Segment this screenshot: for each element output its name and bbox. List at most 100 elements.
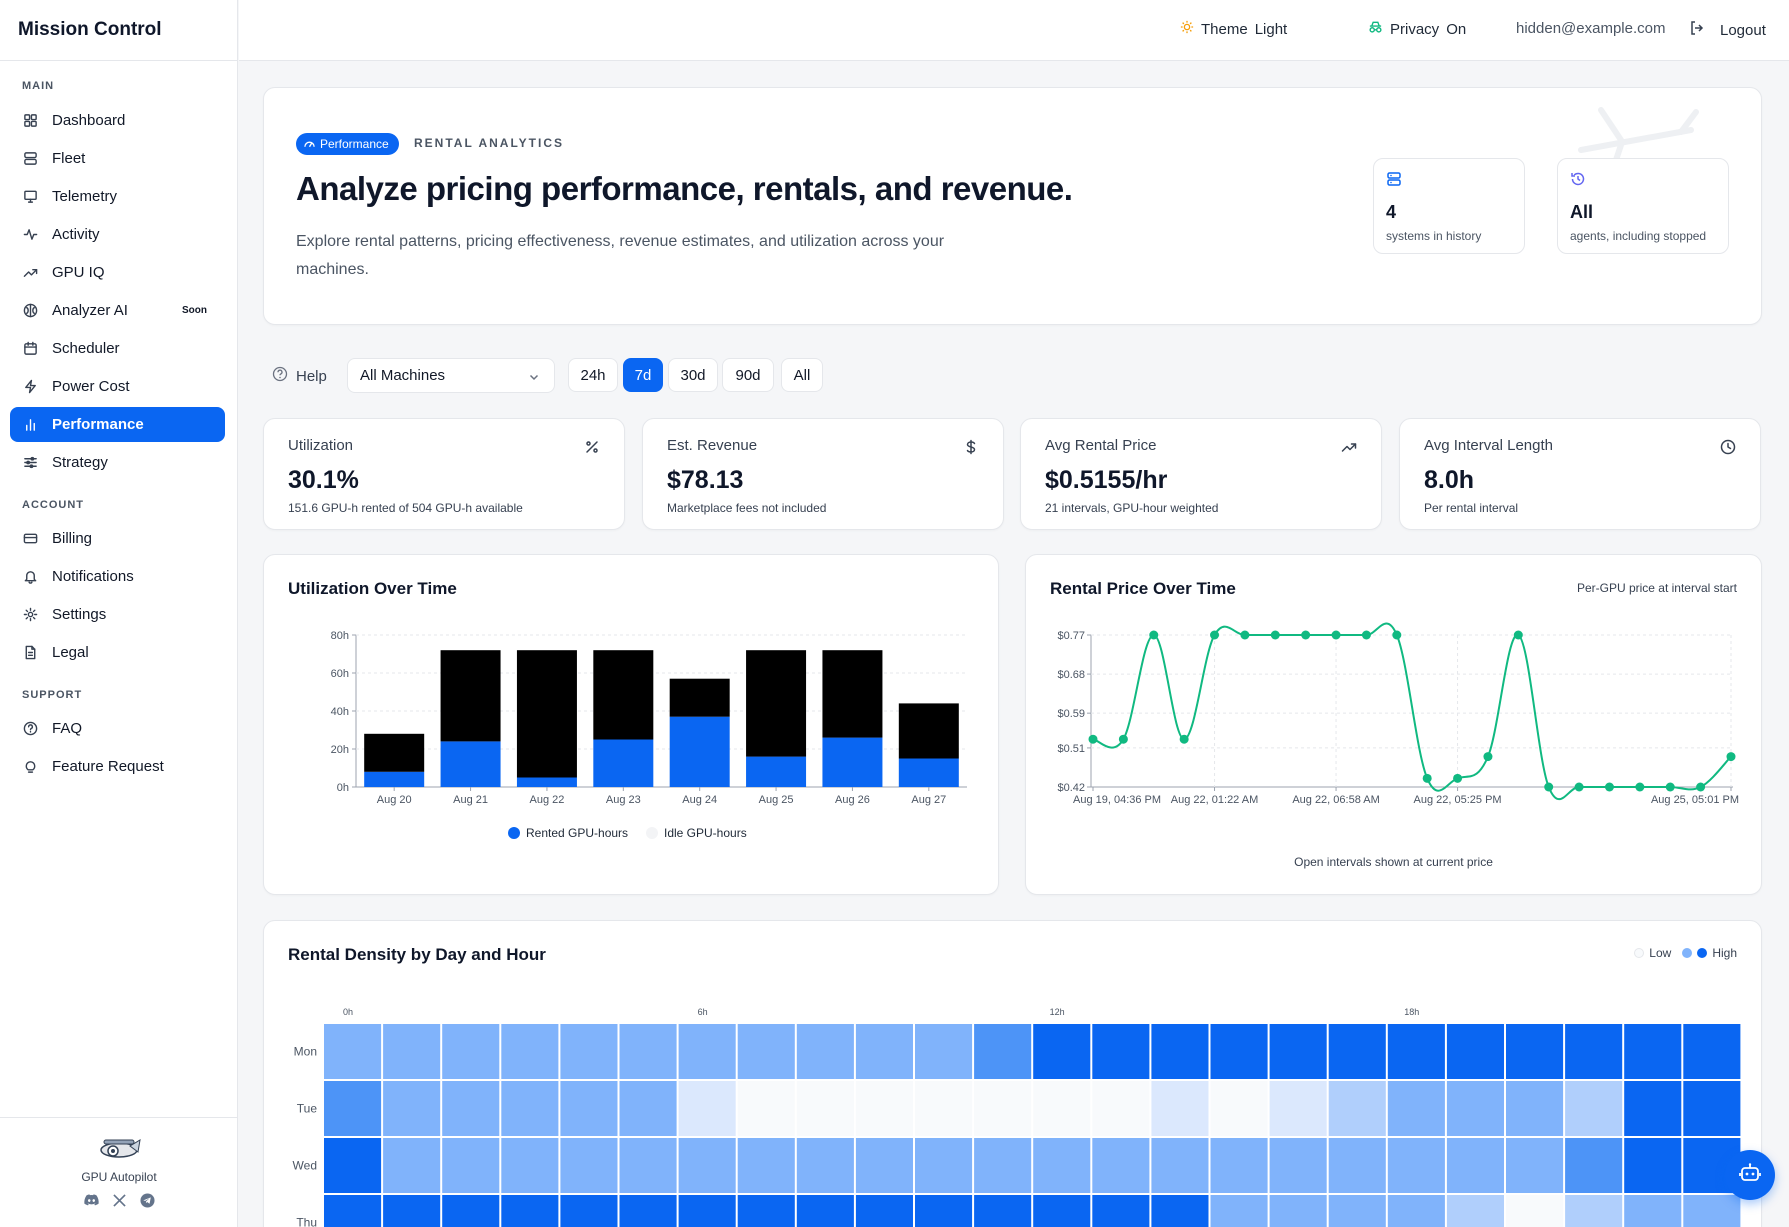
bar-rented bbox=[364, 771, 425, 787]
activity-icon bbox=[22, 227, 38, 243]
sidebar-item-faq[interactable]: FAQ bbox=[10, 711, 225, 746]
sidebar-item-label: Strategy bbox=[52, 454, 108, 471]
sidebar-item-notifications[interactable]: Notifications bbox=[10, 559, 225, 594]
heatmap-cell bbox=[619, 1081, 677, 1136]
autopilot-logo bbox=[94, 1132, 144, 1166]
range-button-24h[interactable]: 24h bbox=[568, 358, 618, 392]
sidebar-item-telemetry[interactable]: Telemetry bbox=[10, 179, 225, 214]
bolt-icon bbox=[22, 379, 38, 395]
range-button-30d[interactable]: 30d bbox=[668, 358, 718, 392]
heatmap-cell bbox=[974, 1024, 1032, 1079]
y-tick-label: $0.42 bbox=[1057, 782, 1085, 794]
telegram-icon[interactable] bbox=[139, 1192, 155, 1208]
sidebar-item-label: FAQ bbox=[52, 720, 83, 737]
sidebar-item-settings[interactable]: Settings bbox=[10, 597, 225, 632]
sidebar-item-scheduler[interactable]: Scheduler bbox=[10, 331, 225, 366]
theme-toggle[interactable]: Theme Light bbox=[1180, 20, 1287, 38]
heatmap-cell bbox=[796, 1081, 854, 1136]
x-tick-label: Aug 27 bbox=[911, 794, 946, 806]
heatmap-cell bbox=[442, 1138, 500, 1193]
sidebar-item-performance[interactable]: Performance bbox=[10, 407, 225, 442]
range-button-7d[interactable]: 7d bbox=[623, 358, 663, 392]
systems-card: 4 systems in history bbox=[1373, 158, 1525, 254]
sidebar-item-dashboard[interactable]: Dashboard bbox=[10, 103, 225, 138]
day-label: Mon bbox=[294, 1045, 317, 1059]
bar-idle bbox=[516, 650, 577, 778]
sidebar-item-label: Scheduler bbox=[52, 340, 120, 357]
heatmap-cell bbox=[1092, 1024, 1150, 1079]
sidebar-item-analyzer-ai[interactable]: Analyzer AI Soon bbox=[10, 293, 225, 328]
clock-icon bbox=[1720, 439, 1736, 460]
privacy-toggle[interactable]: Privacy On bbox=[1368, 20, 1466, 38]
heatmap-cell bbox=[974, 1138, 1032, 1193]
machine-select[interactable]: All Machines bbox=[347, 358, 555, 393]
sidebar-item-feature-request[interactable]: Feature Request bbox=[10, 749, 225, 784]
heatmap-cell bbox=[383, 1024, 441, 1079]
heatmap-cell bbox=[915, 1081, 973, 1136]
stat-card-avg-rental-price: Avg Rental Price $0.5155/hr 21 intervals, … bbox=[1020, 418, 1382, 530]
help-button[interactable]: Help bbox=[272, 366, 327, 386]
sidebar-item-label: Performance bbox=[52, 416, 144, 433]
price-chart-card: Rental Price Over Time Per-GPU price at … bbox=[1025, 554, 1762, 895]
bar-rented bbox=[516, 777, 577, 787]
range-button-90d[interactable]: 90d bbox=[722, 358, 774, 392]
heatmap-cell bbox=[1683, 1081, 1741, 1136]
heatmap-chart: 0h 6h 12h 18h Mon Tue Wed Thu bbox=[293, 1007, 1741, 1227]
heatmap-cell bbox=[915, 1195, 973, 1227]
heatmap-cell bbox=[855, 1024, 913, 1079]
heatmap-cell bbox=[1387, 1195, 1445, 1227]
page-title: Analyze pricing performance, rentals, an… bbox=[296, 170, 1073, 207]
heatmap-cell bbox=[1328, 1024, 1386, 1079]
price-point bbox=[1635, 782, 1645, 792]
heatmap-cell bbox=[1210, 1138, 1268, 1193]
heatmap-card: Rental Density by Day and Hour Low High … bbox=[263, 920, 1762, 1227]
legend-mid-swatch bbox=[1682, 948, 1693, 958]
sidebar-item-strategy[interactable]: Strategy bbox=[10, 445, 225, 480]
heatmap-cell bbox=[1387, 1138, 1445, 1193]
sidebar-item-label: Legal bbox=[52, 644, 89, 661]
price-point bbox=[1210, 630, 1220, 640]
hour-label: 18h bbox=[1404, 1007, 1419, 1017]
heatmap-cell bbox=[383, 1138, 441, 1193]
discord-icon[interactable] bbox=[83, 1192, 99, 1208]
y-tick-label: 0h bbox=[337, 782, 349, 794]
robot-icon bbox=[1739, 1162, 1761, 1189]
x-tick-label: Aug 24 bbox=[682, 794, 717, 806]
sidebar-item-billing[interactable]: Billing bbox=[10, 521, 225, 556]
heatmap-cell bbox=[1387, 1081, 1445, 1136]
price-point bbox=[1544, 782, 1554, 792]
price-chart-title: Rental Price Over Time bbox=[1050, 579, 1236, 598]
sidebar-item-label: Settings bbox=[52, 606, 107, 623]
price-point bbox=[1392, 630, 1402, 640]
heatmap-cell bbox=[1446, 1081, 1504, 1136]
heatmap-cell bbox=[1624, 1195, 1682, 1227]
pill-label: Performance bbox=[320, 137, 389, 151]
price-point bbox=[1513, 630, 1523, 640]
sliders-icon bbox=[22, 455, 38, 471]
bar-rented bbox=[669, 716, 730, 787]
sidebar-item-legal[interactable]: Legal bbox=[10, 635, 225, 670]
logout-button[interactable]: Logout bbox=[1689, 20, 1766, 40]
hour-label: 12h bbox=[1050, 1007, 1065, 1017]
heatmap-cell bbox=[678, 1024, 736, 1079]
heatmap-cell bbox=[1033, 1081, 1091, 1136]
sidebar-item-gpu-iq[interactable]: GPU IQ bbox=[10, 255, 225, 290]
assistant-button[interactable] bbox=[1725, 1150, 1775, 1200]
sidebar-item-fleet[interactable]: Fleet bbox=[10, 141, 225, 176]
x-icon[interactable] bbox=[111, 1192, 127, 1208]
range-button-all[interactable]: All bbox=[781, 358, 823, 392]
hour-label: 0h bbox=[343, 1007, 353, 1017]
x-tick-label: Aug 25, 05:01 PM bbox=[1651, 794, 1739, 806]
sidebar-item-label: Analyzer AI bbox=[52, 302, 128, 319]
heatmap-cell bbox=[1387, 1024, 1445, 1079]
hero-card: Performance RENTAL ANALYTICS Analyze pri… bbox=[263, 87, 1762, 325]
utilization-chart-card: Utilization Over Time 0h 20h 40h 60h 80h Aug … bbox=[263, 554, 999, 895]
heatmap-cell bbox=[442, 1195, 500, 1227]
heatmap-legend: Low High bbox=[1634, 946, 1737, 960]
heatmap-cell bbox=[1269, 1138, 1327, 1193]
sidebar-item-power-cost[interactable]: Power Cost bbox=[10, 369, 225, 404]
heatmap-cell bbox=[1033, 1024, 1091, 1079]
bell-icon bbox=[22, 569, 38, 585]
history-icon bbox=[1570, 172, 1586, 191]
sidebar-item-activity[interactable]: Activity bbox=[10, 217, 225, 252]
